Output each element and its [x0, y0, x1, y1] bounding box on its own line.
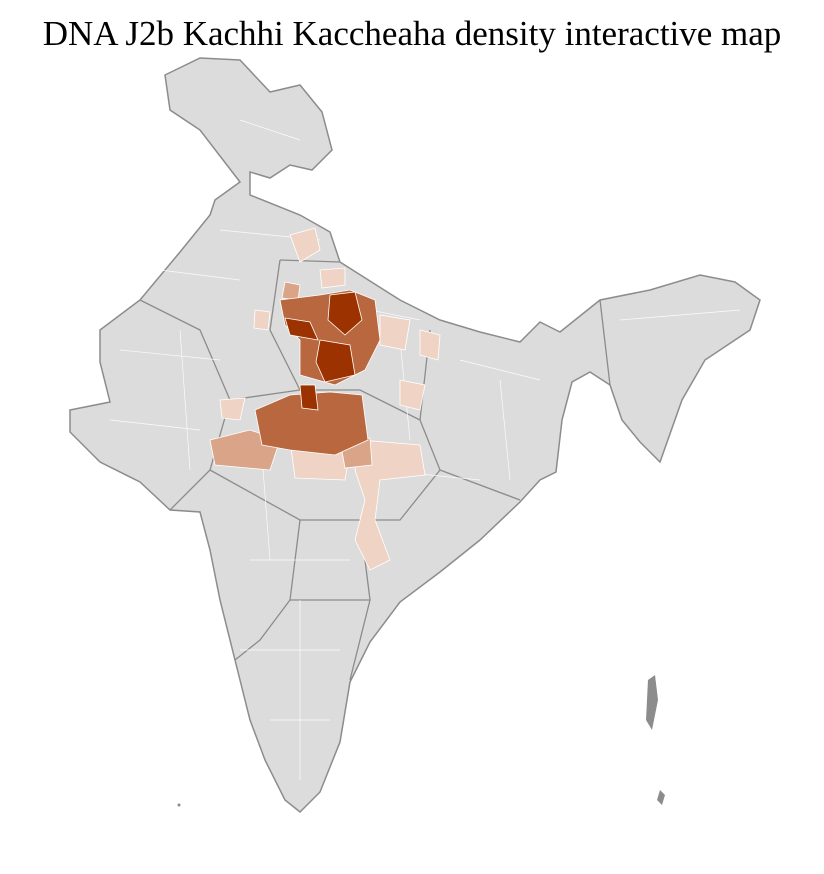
density-regions	[209, 227, 441, 571]
density-district-level-0[interactable]	[289, 227, 321, 263]
density-district-level-3[interactable]	[327, 291, 363, 336]
density-district-level-3[interactable]	[284, 317, 319, 341]
density-district-level-0[interactable]	[399, 379, 426, 411]
density-district-level-0[interactable]	[319, 267, 346, 289]
india-outline	[69, 57, 761, 814]
density-district-level-1[interactable]	[281, 281, 301, 301]
density-district-level-3[interactable]	[299, 384, 319, 411]
lakshadweep-islands	[177, 803, 181, 807]
density-district-level-3[interactable]	[315, 339, 356, 383]
islands	[177, 675, 665, 807]
map-title: DNA J2b Kachhi Kaccheaha density interac…	[42, 14, 782, 53]
nicobar-islands	[657, 790, 665, 805]
density-district-level-0[interactable]	[419, 329, 441, 361]
density-district-level-0[interactable]	[379, 314, 411, 351]
density-district-level-0[interactable]	[253, 309, 271, 331]
district-borders	[109, 119, 741, 780]
density-district-level-0[interactable]	[219, 397, 246, 421]
andaman-islands	[646, 675, 658, 730]
density-district-level-0[interactable]	[354, 439, 426, 571]
